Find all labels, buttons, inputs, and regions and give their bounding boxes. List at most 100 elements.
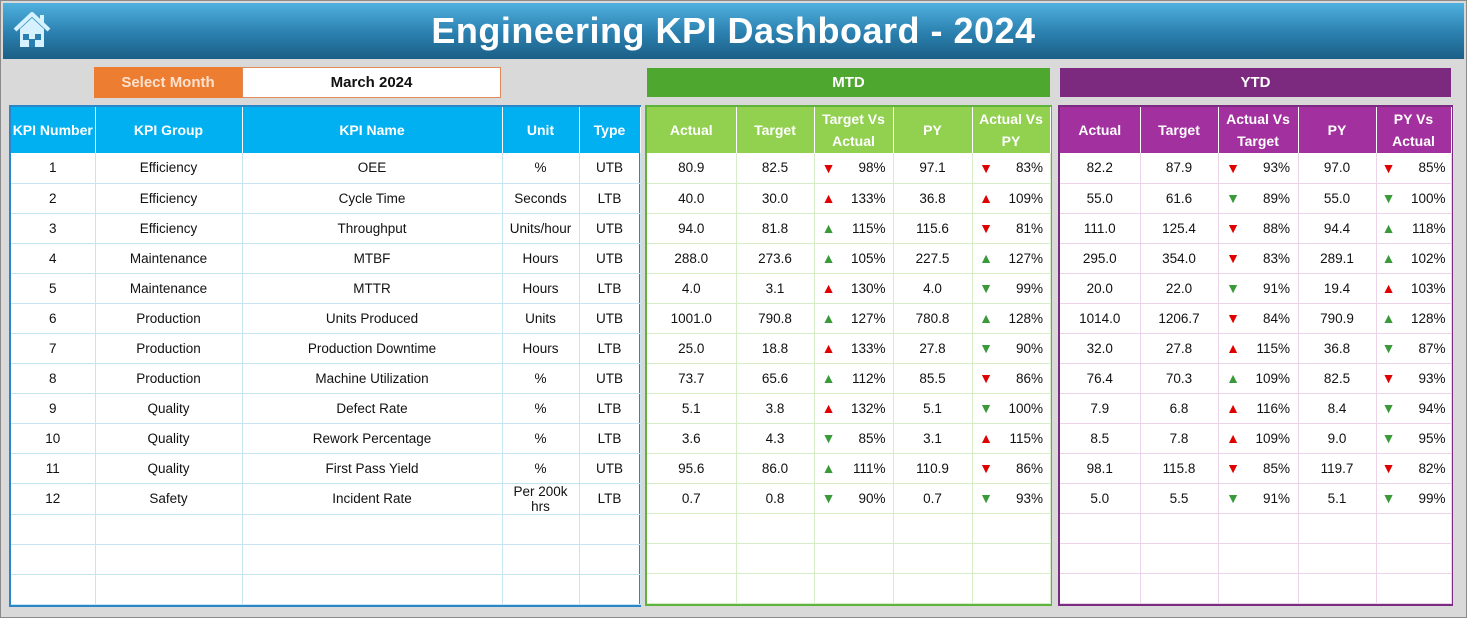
ytd-target-comparison-cell: ▼ 89% xyxy=(1218,183,1299,214)
mtd-target-comparison-cell: ▲ 130% xyxy=(814,273,894,304)
arrow-up-icon: ▲ xyxy=(1381,310,1396,326)
mtd-target-comparison-cell: ▲ 132% xyxy=(814,393,894,424)
ytd-target-cell: 61.6 xyxy=(1140,183,1219,214)
empty-cell xyxy=(579,514,641,545)
type-cell: LTB xyxy=(579,423,641,454)
mtd-target-cell: 3.8 xyxy=(736,393,815,424)
mtd-actual-cell: 0.7 xyxy=(647,483,737,514)
empty-cell xyxy=(893,513,973,544)
mtd-py-cell: 97.1 xyxy=(893,153,973,184)
arrow-down-icon: ▼ xyxy=(821,430,836,446)
info-table-row: 12 Safety Incident Rate Per 200k hrs LTB xyxy=(11,483,641,515)
percentage-value: 132% xyxy=(850,400,886,416)
mtd-table-row: 73.7 65.6 ▲ 112% 85.5 ▼ 86% xyxy=(647,363,1051,394)
info-table-row xyxy=(11,514,641,545)
arrow-down-icon: ▼ xyxy=(979,400,993,416)
empty-cell xyxy=(814,543,894,574)
ytd-table-row: 20.0 22.0 ▼ 91% 19.4 ▲ 103% xyxy=(1060,273,1452,304)
kpi-name-cell: Units Produced xyxy=(242,303,503,334)
arrow-down-icon: ▼ xyxy=(1381,190,1396,206)
ytd-target-comparison-cell: ▼ 91% xyxy=(1218,483,1299,514)
ytd-table-row: 5.0 5.5 ▼ 91% 5.1 ▼ 99% xyxy=(1060,483,1452,514)
ytd-actual-cell: 295.0 xyxy=(1060,243,1141,274)
mtd-target-comparison-cell: ▲ 133% xyxy=(814,333,894,364)
ytd-table-row: 111.0 125.4 ▼ 88% 94.4 ▲ 118% xyxy=(1060,213,1452,244)
type-cell: UTB xyxy=(579,153,641,184)
mtd-target-comparison-cell: ▲ 111% xyxy=(814,453,894,484)
arrow-up-icon: ▲ xyxy=(821,310,836,326)
type-cell: UTB xyxy=(579,363,641,394)
empty-cell xyxy=(814,573,894,604)
ytd-table-row xyxy=(1060,513,1452,544)
ytd-target-comparison-cell: ▼ 85% xyxy=(1218,453,1299,484)
arrow-down-icon: ▼ xyxy=(1381,370,1396,386)
ytd-py-cell: 94.4 xyxy=(1298,213,1377,244)
percentage-value: 95% xyxy=(1418,430,1446,446)
empty-cell xyxy=(1140,573,1219,604)
arrow-up-icon: ▲ xyxy=(1226,430,1240,446)
percentage-value: 111% xyxy=(852,460,886,476)
percentage-value: 127% xyxy=(850,310,886,326)
mtd-column-header: Target xyxy=(736,107,815,153)
kpi-name-cell: Machine Utilization xyxy=(242,363,503,394)
percentage-value: 85% xyxy=(858,430,886,446)
mtd-target-cell: 86.0 xyxy=(736,453,815,484)
mtd-py-cell: 115.6 xyxy=(893,213,973,244)
home-icon[interactable] xyxy=(11,9,53,51)
ytd-column-header: PY Vs Actual xyxy=(1376,107,1452,153)
percentage-value: 109% xyxy=(1008,190,1043,206)
percentage-value: 81% xyxy=(1015,220,1043,236)
ytd-py-cell: 119.7 xyxy=(1298,453,1377,484)
kpi-number-cell: 5 xyxy=(11,273,96,304)
arrow-down-icon: ▼ xyxy=(821,159,836,176)
empty-cell xyxy=(11,514,96,545)
empty-cell xyxy=(242,514,503,545)
kpi-group-cell: Production xyxy=(95,303,243,334)
empty-cell xyxy=(1060,513,1141,544)
kpi-group-cell: Production xyxy=(95,363,243,394)
kpi-name-cell: MTBF xyxy=(242,243,503,274)
percentage-value: 84% xyxy=(1262,310,1290,326)
arrow-down-icon: ▼ xyxy=(1226,490,1240,506)
ytd-column-header: Actual Vs Target xyxy=(1218,107,1299,153)
percentage-value: 90% xyxy=(1015,340,1043,356)
kpi-number-cell: 12 xyxy=(11,483,96,515)
arrow-up-icon: ▲ xyxy=(821,250,836,266)
mtd-target-cell: 65.6 xyxy=(736,363,815,394)
ytd-actual-cell: 55.0 xyxy=(1060,183,1141,214)
percentage-value: 83% xyxy=(1015,160,1043,176)
month-dropdown[interactable]: March 2024 xyxy=(242,67,501,98)
mtd-table-row: 95.6 86.0 ▲ 111% 110.9 ▼ 86% xyxy=(647,453,1051,484)
mtd-table-row xyxy=(647,543,1051,574)
mtd-target-cell: 273.6 xyxy=(736,243,815,274)
percentage-value: 127% xyxy=(1008,250,1043,266)
ytd-target-comparison-cell: ▲ 109% xyxy=(1218,363,1299,394)
ytd-column-header: Target xyxy=(1140,107,1219,153)
arrow-down-icon: ▼ xyxy=(1226,460,1240,476)
mtd-column-header: Actual Vs PY xyxy=(972,107,1051,153)
arrow-up-icon: ▲ xyxy=(1226,340,1240,356)
unit-cell: Hours xyxy=(502,273,580,304)
mtd-actual-cell: 94.0 xyxy=(647,213,737,244)
mtd-target-comparison-cell: ▲ 112% xyxy=(814,363,894,394)
info-table-row xyxy=(11,544,641,575)
info-table-row: 3 Efficiency Throughput Units/hour UTB xyxy=(11,213,641,244)
ytd-table-row: 98.1 115.8 ▼ 85% 119.7 ▼ 82% xyxy=(1060,453,1452,484)
kpi-number-cell: 2 xyxy=(11,183,96,214)
mtd-actual-cell: 4.0 xyxy=(647,273,737,304)
percentage-value: 85% xyxy=(1262,460,1290,476)
ytd-actual-cell: 7.9 xyxy=(1060,393,1141,424)
kpi-group-cell: Efficiency xyxy=(95,153,243,184)
type-cell: LTB xyxy=(579,273,641,304)
mtd-target-comparison-cell: ▲ 115% xyxy=(814,213,894,244)
arrow-down-icon: ▼ xyxy=(1381,460,1396,476)
ytd-table-row: 295.0 354.0 ▼ 83% 289.1 ▲ 102% xyxy=(1060,243,1452,274)
empty-cell xyxy=(95,574,243,605)
mtd-target-cell: 81.8 xyxy=(736,213,815,244)
arrow-down-icon: ▼ xyxy=(1381,490,1396,506)
mtd-table-row: 25.0 18.8 ▲ 133% 27.8 ▼ 90% xyxy=(647,333,1051,364)
ytd-target-cell: 6.8 xyxy=(1140,393,1219,424)
empty-cell xyxy=(972,543,1051,574)
type-cell: LTB xyxy=(579,393,641,424)
kpi-name-cell: Rework Percentage xyxy=(242,423,503,454)
